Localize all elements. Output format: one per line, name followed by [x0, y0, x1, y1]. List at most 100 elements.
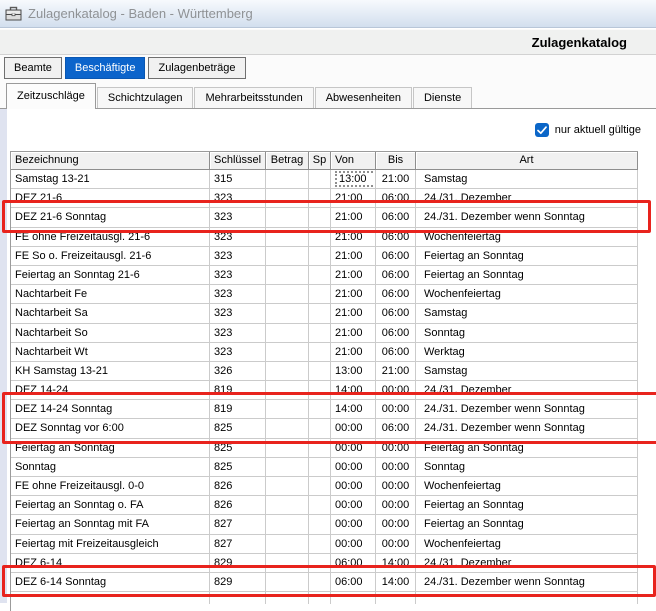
cell-bezeichnung[interactable]: Sonntag — [11, 457, 210, 477]
cell-art[interactable]: Wochenfeiertag — [416, 534, 638, 554]
cell-bis[interactable]: 06:00 — [376, 323, 416, 343]
cell-betrag[interactable] — [266, 246, 309, 266]
column-header-sp[interactable]: Sp — [309, 152, 331, 170]
cell-bezeichnung[interactable]: Feiertag mit Freizeitausgleich — [11, 534, 210, 554]
cell-bis[interactable]: 06:00 — [376, 227, 416, 247]
cell-bezeichnung[interactable]: Nachtarbeit Sa — [11, 304, 210, 324]
cell-schluessel[interactable]: 819 — [210, 400, 266, 420]
cell-bis[interactable]: 21:00 — [376, 361, 416, 382]
cell-bezeichnung[interactable]: DEZ 6-14 — [11, 553, 210, 573]
cell-bis[interactable]: 00:00 — [376, 534, 416, 554]
cell-bis[interactable]: 14:00 — [376, 553, 416, 573]
table-row[interactable]: Nachtarbeit So 323 21:00 06:00 Sonntag — [11, 323, 638, 343]
cell-betrag[interactable] — [266, 515, 309, 535]
cell-sp[interactable] — [309, 285, 331, 305]
cell-art[interactable]: Samstag — [416, 361, 638, 382]
cell-schluessel[interactable]: 829 — [210, 553, 266, 573]
cell-sp[interactable] — [309, 208, 331, 228]
cell-betrag[interactable] — [266, 170, 309, 190]
table-row[interactable]: KH Samstag 13-21 326 13:00 21:00 Samstag — [11, 361, 638, 382]
cell-sp[interactable] — [309, 400, 331, 420]
cell-art[interactable]: Wochenfeiertag — [416, 285, 638, 305]
cell-bis[interactable]: 06:00 — [376, 246, 416, 266]
cell-art[interactable]: 24./31. Dezember wenn Sonntag — [416, 400, 638, 420]
cell-bezeichnung[interactable]: Feiertag an Sonntag mit FA — [11, 515, 210, 535]
cell-schluessel[interactable]: 326 — [210, 361, 266, 382]
cell-art[interactable]: Werktag — [416, 342, 638, 362]
table-row[interactable]: Feiertag an Sonntag o. FA 826 00:00 00:00 Fe… — [11, 496, 638, 516]
table-row[interactable]: FE ohne Freizeitausgl. 21-6 323 21:00 06:00… — [11, 227, 638, 247]
cell-bezeichnung[interactable]: FE ohne Freizeitausgl. 0-0 — [11, 477, 210, 497]
cell-von[interactable]: 06:00 — [331, 553, 376, 573]
cell-schluessel[interactable]: 323 — [210, 246, 266, 266]
cell-betrag[interactable] — [266, 227, 309, 247]
cell-von[interactable]: 21:00 — [331, 265, 376, 286]
cell-von[interactable]: 14:00 — [331, 381, 376, 401]
cell-betrag[interactable] — [266, 304, 309, 324]
cell-art[interactable]: 24./31. Dezember — [416, 189, 638, 209]
cell-art[interactable]: Feiertag an Sonntag — [416, 246, 638, 266]
cell-bis[interactable]: 00:00 — [376, 477, 416, 497]
cell-betrag[interactable] — [266, 572, 309, 593]
tab-zeitzuschlaege[interactable]: Zeitzuschläge — [6, 83, 96, 109]
cell-art[interactable]: 24./31. Dezember wenn Sonntag — [416, 572, 638, 593]
table-row[interactable]: DEZ 6-14 829 06:00 14:00 24./31. Dezember — [11, 553, 638, 573]
cell-schluessel[interactable]: 323 — [210, 227, 266, 247]
cell-betrag[interactable] — [266, 361, 309, 382]
cell-sp[interactable] — [309, 534, 331, 554]
cell-schluessel[interactable]: 826 — [210, 477, 266, 497]
cell-sp[interactable] — [309, 438, 331, 458]
cell-bis[interactable]: 06:00 — [376, 342, 416, 362]
cell-sp[interactable] — [309, 265, 331, 286]
cell-betrag[interactable] — [266, 400, 309, 420]
cell-von[interactable]: 13:00 — [331, 361, 376, 382]
cell-von[interactable]: 13:00 — [331, 170, 376, 190]
table-row[interactable]: Feiertag mit Freizeitausgleich 827 00:00 00… — [11, 534, 638, 554]
cell-von[interactable]: 21:00 — [331, 304, 376, 324]
cell-schluessel[interactable]: 315 — [210, 170, 266, 190]
cell-betrag[interactable] — [266, 457, 309, 477]
table-row[interactable]: FE So o. Freizeitausgl. 21-6 323 21:00 06:0… — [11, 246, 638, 266]
cell-schluessel[interactable]: 826 — [210, 496, 266, 516]
tab-schichtzulagen[interactable]: Schichtzulagen — [96, 87, 194, 108]
cell-art[interactable]: Feiertag an Sonntag — [416, 496, 638, 516]
cell-sp[interactable] — [309, 572, 331, 593]
cell-sp[interactable] — [309, 246, 331, 266]
table-row[interactable]: Nachtarbeit Sa 323 21:00 06:00 Samstag — [11, 304, 638, 324]
cell-betrag[interactable] — [266, 477, 309, 497]
cell-bis[interactable]: 21:00 — [376, 170, 416, 190]
cell-art[interactable]: Sonntag — [416, 457, 638, 477]
cell-von[interactable]: 00:00 — [331, 438, 376, 458]
cell-art[interactable]: Feiertag an Sonntag — [416, 438, 638, 458]
cell-bezeichnung[interactable]: FE So o. Freizeitausgl. 21-6 — [11, 246, 210, 266]
cell-betrag[interactable] — [266, 189, 309, 209]
cell-art[interactable]: Wochenfeiertag — [416, 227, 638, 247]
cell-betrag[interactable] — [266, 208, 309, 228]
cell-bezeichnung[interactable]: Feiertag an Sonntag — [11, 438, 210, 458]
cell-bis[interactable]: 00:00 — [376, 457, 416, 477]
cell-bis[interactable]: 06:00 — [376, 419, 416, 439]
cell-bezeichnung[interactable]: DEZ 21-6 — [11, 189, 210, 209]
cell-betrag[interactable] — [266, 265, 309, 286]
column-header-schluessel[interactable]: Schlüssel — [210, 152, 266, 170]
cell-bezeichnung[interactable]: KH Samstag 13-21 — [11, 361, 210, 382]
column-header-bis[interactable]: Bis — [376, 152, 416, 170]
table-row[interactable]: Samstag 13-21 315 13:00 21:00 Samstag — [11, 170, 638, 190]
cell-bis[interactable]: 00:00 — [376, 381, 416, 401]
cell-von[interactable]: 00:00 — [331, 496, 376, 516]
cell-art[interactable]: Wochenfeiertag — [416, 477, 638, 497]
cell-bis[interactable]: 06:00 — [376, 265, 416, 286]
cell-sp[interactable] — [309, 342, 331, 362]
cell-betrag[interactable] — [266, 381, 309, 401]
cell-sp[interactable] — [309, 361, 331, 382]
cell-bis[interactable]: 00:00 — [376, 515, 416, 535]
cell-von[interactable]: 21:00 — [331, 189, 376, 209]
cell-sp[interactable] — [309, 496, 331, 516]
column-header-bezeichnung[interactable]: Bezeichnung — [11, 152, 210, 170]
cell-schluessel[interactable]: 323 — [210, 323, 266, 343]
cell-von[interactable]: 21:00 — [331, 208, 376, 228]
cell-schluessel[interactable]: 323 — [210, 208, 266, 228]
cell-bezeichnung[interactable]: Nachtarbeit Wt — [11, 342, 210, 362]
view-button-zulagenbetraege[interactable]: Zulagenbeträge — [148, 57, 246, 79]
cell-schluessel[interactable]: 323 — [210, 285, 266, 305]
